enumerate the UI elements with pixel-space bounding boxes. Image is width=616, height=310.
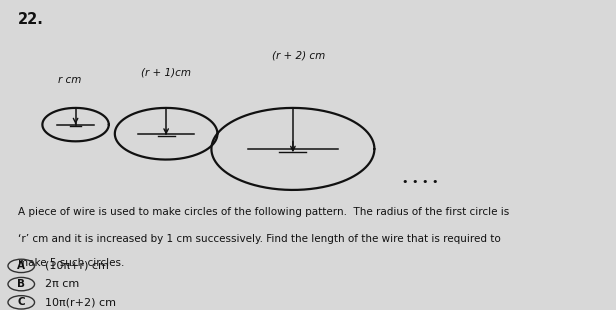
Text: • • • •: • • • • [402,177,438,187]
Text: 2π cm: 2π cm [46,279,79,289]
Text: B: B [17,279,25,289]
Text: C: C [17,297,25,307]
Text: (10π+r) cm: (10π+r) cm [46,261,109,271]
Text: ‘r’ cm and it is increased by 1 cm successively. Find the length of the wire tha: ‘r’ cm and it is increased by 1 cm succe… [18,234,501,244]
Text: A: A [17,261,25,271]
Text: 10π(r+2) cm: 10π(r+2) cm [46,297,116,307]
Text: r cm: r cm [58,75,81,85]
Text: 22.: 22. [18,12,44,27]
Text: (r + 2) cm: (r + 2) cm [272,51,326,61]
Text: make 5 such circles.: make 5 such circles. [18,258,124,268]
Text: A piece of wire is used to make circles of the following pattern.  The radius of: A piece of wire is used to make circles … [18,207,509,217]
Text: (r + 1)cm: (r + 1)cm [141,68,191,78]
